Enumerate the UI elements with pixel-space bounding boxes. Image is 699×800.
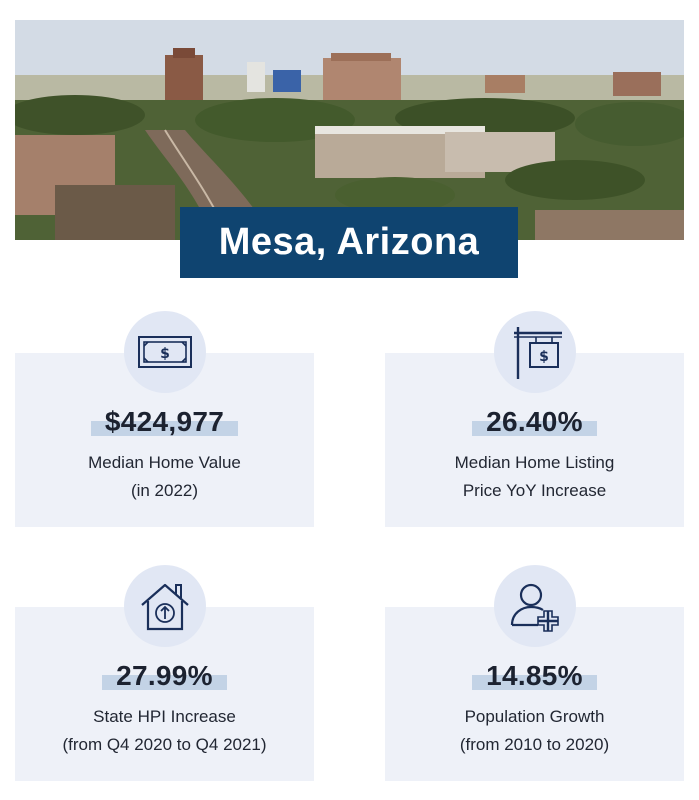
description-line: Population Growth	[464, 707, 605, 726]
value-highlight	[90, 421, 239, 436]
value-highlight	[102, 675, 227, 690]
description-line: Median Home Listing	[454, 453, 615, 472]
stat-card-listing-price: $ 26.40% Median Home Listing Price YoY I…	[385, 311, 684, 527]
stat-value: 14.85%	[486, 660, 583, 691]
value-highlight	[472, 421, 597, 436]
stat-description: State HPI Increase (from Q4 2020 to Q4 2…	[15, 703, 314, 759]
description-line: State HPI Increase	[93, 707, 236, 726]
description-line: (from 2010 to 2020)	[459, 735, 610, 754]
dollar-bill-icon: $	[138, 336, 192, 368]
stat-value: 26.40%	[486, 406, 583, 437]
value-highlight	[472, 675, 597, 690]
description-line: (in 2022)	[130, 481, 199, 500]
icon-circle	[494, 565, 576, 647]
hero-city-photo	[15, 20, 684, 240]
stat-value: $424,977	[104, 406, 225, 437]
stat-description: Median Home Listing Price YoY Increase	[385, 449, 684, 505]
stat-card-median-home-value: $ $424,977 Median Home Value (in 2022)	[15, 311, 314, 527]
description-line: Median Home Value	[88, 453, 241, 472]
stat-value-row: 14.85%	[385, 658, 684, 694]
stat-value-row: $424,977	[15, 404, 314, 440]
stat-card-hpi-increase: 27.99% State HPI Increase (from Q4 2020 …	[15, 565, 314, 781]
stat-card-population-growth: 14.85% Population Growth (from 2010 to 2…	[385, 565, 684, 781]
icon-circle: $	[124, 311, 206, 393]
svg-text:$: $	[160, 346, 170, 362]
city-skyline-illustration	[15, 20, 684, 240]
description-line: (from Q4 2020 to Q4 2021)	[62, 735, 267, 754]
stat-value-row: 27.99%	[15, 658, 314, 694]
page-title: Mesa, Arizona	[218, 221, 480, 263]
stat-value-row: 26.40%	[385, 404, 684, 440]
description-line: Price YoY Increase	[462, 481, 607, 500]
icon-circle	[124, 565, 206, 647]
stat-value: 27.99%	[116, 660, 213, 691]
svg-text:$: $	[539, 349, 549, 365]
house-arrow-icon	[141, 583, 189, 631]
title-banner: Mesa, Arizona	[180, 207, 518, 278]
for-sale-sign-icon: $	[514, 327, 562, 379]
icon-circle: $	[494, 311, 576, 393]
stat-description: Population Growth (from 2010 to 2020)	[385, 703, 684, 759]
stat-description: Median Home Value (in 2022)	[15, 449, 314, 505]
user-plus-icon	[510, 583, 559, 632]
